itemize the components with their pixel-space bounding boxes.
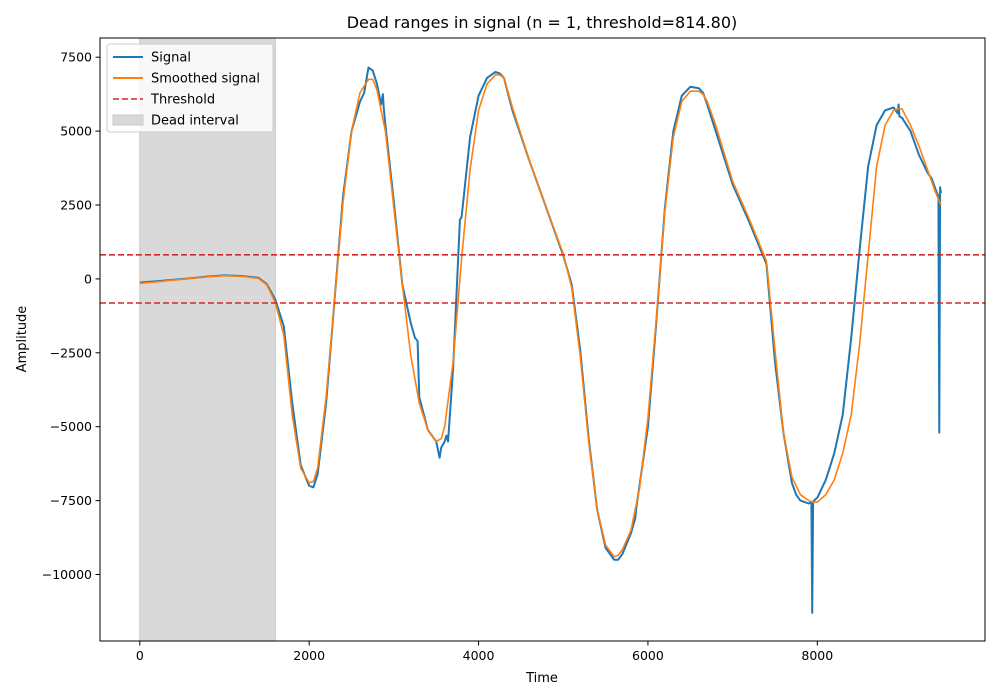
legend-box xyxy=(106,43,274,133)
y-tick-label: −5000 xyxy=(50,419,92,434)
y-tick-label: 5000 xyxy=(60,124,92,139)
x-tick-label: 0 xyxy=(136,648,144,663)
x-tick-label: 6000 xyxy=(632,648,664,663)
legend-label: Signal xyxy=(151,51,191,66)
smoothed-signal-line xyxy=(139,74,942,558)
y-tick-label: 2500 xyxy=(60,198,92,213)
x-axis-label: Time xyxy=(525,671,558,686)
legend-swatch xyxy=(112,114,144,126)
x-axis-ticks: 0 2000 4000 6000 8000 xyxy=(136,641,833,663)
y-tick-label: 7500 xyxy=(60,50,92,65)
legend-label: Smoothed signal xyxy=(151,72,260,87)
y-tick-label: −2500 xyxy=(50,345,92,360)
legend-label: Threshold xyxy=(150,93,215,108)
plot-area xyxy=(99,37,986,642)
x-tick-label: 8000 xyxy=(801,648,833,663)
chart-title: Dead ranges in signal (n = 1, threshold=… xyxy=(347,13,738,32)
legend: Signal Smoothed signal Threshold Dead inter… xyxy=(106,43,274,133)
y-tick-label: 0 xyxy=(84,271,92,286)
y-axis-label: Amplitude xyxy=(15,306,30,373)
x-tick-label: 4000 xyxy=(463,648,495,663)
plot-frame xyxy=(99,37,986,642)
x-tick-label: 2000 xyxy=(293,648,325,663)
legend-label: Dead interval xyxy=(151,114,239,129)
plot-marks xyxy=(100,38,985,641)
y-tick-label: −7500 xyxy=(50,493,92,508)
y-axis-ticks: −10000 −7500 −5000 −2500 0 2500 5000 7500 xyxy=(42,50,100,582)
dead-interval-band xyxy=(139,38,276,641)
y-tick-label: −10000 xyxy=(42,567,92,582)
